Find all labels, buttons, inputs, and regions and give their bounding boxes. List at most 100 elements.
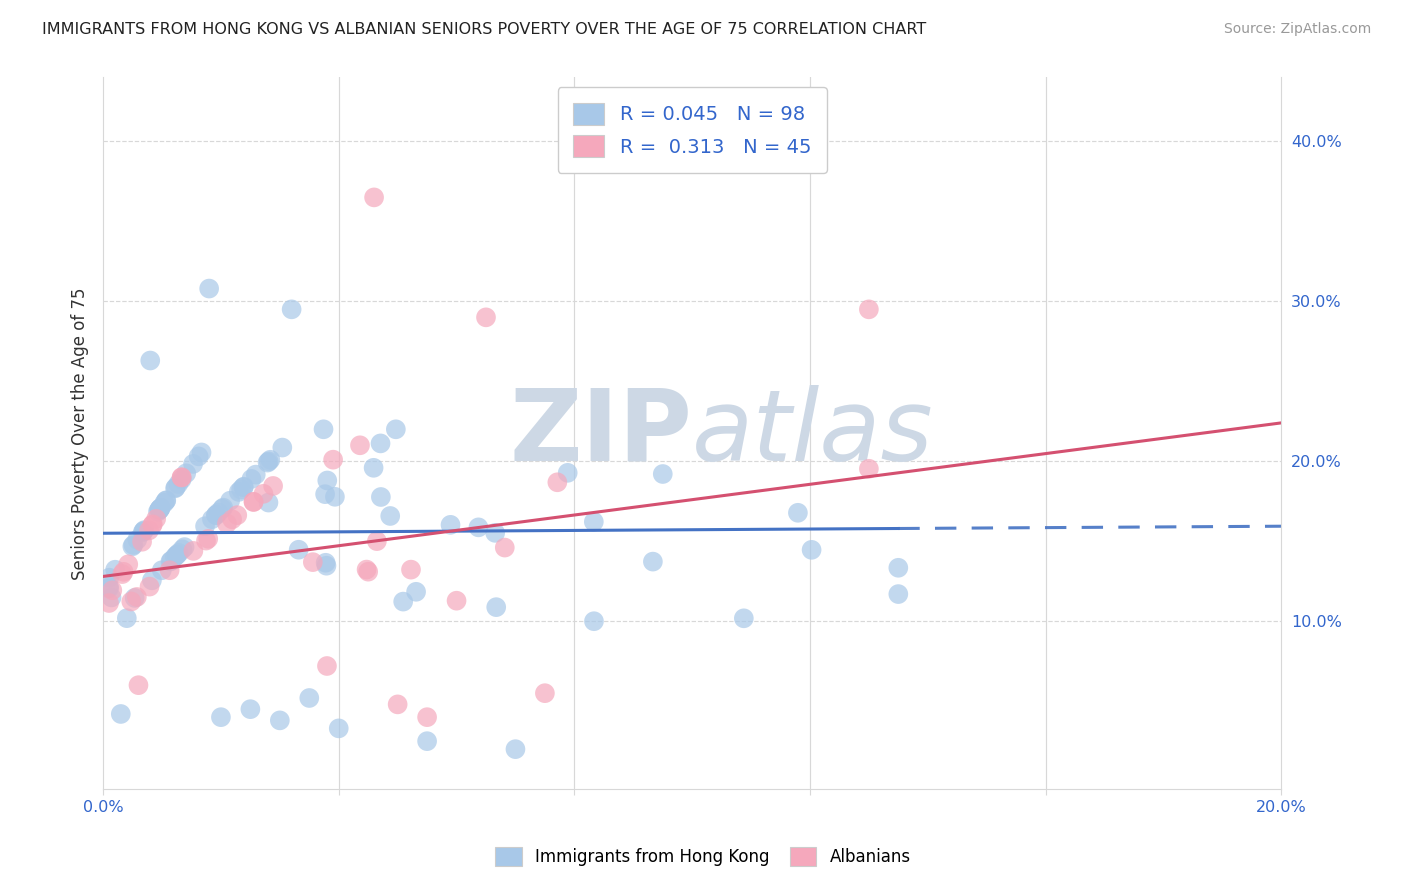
Point	[174, 467, 197, 481]
Point	[209, 710, 232, 724]
Point	[312, 422, 335, 436]
Point	[124, 591, 146, 605]
Point	[315, 558, 337, 573]
Point	[149, 501, 172, 516]
Point	[349, 438, 371, 452]
Point	[887, 587, 910, 601]
Point	[221, 512, 243, 526]
Point	[139, 353, 162, 368]
Point	[385, 422, 408, 436]
Point	[582, 515, 605, 529]
Point	[219, 493, 242, 508]
Point	[127, 533, 149, 547]
Point	[363, 190, 385, 204]
Point	[112, 565, 135, 579]
Point	[232, 480, 254, 494]
Point	[150, 563, 173, 577]
Point	[153, 496, 176, 510]
Point	[494, 541, 516, 555]
Point	[446, 593, 468, 607]
Point	[132, 524, 155, 538]
Point	[160, 553, 183, 567]
Point	[314, 487, 336, 501]
Point	[195, 533, 218, 548]
Point	[111, 567, 134, 582]
Point	[534, 686, 557, 700]
Point	[582, 614, 605, 628]
Point	[101, 583, 124, 598]
Point	[197, 532, 219, 546]
Point	[231, 483, 253, 497]
Point	[127, 678, 149, 692]
Point	[301, 555, 323, 569]
Point	[800, 542, 823, 557]
Point	[787, 506, 810, 520]
Point	[181, 457, 204, 471]
Point	[148, 502, 170, 516]
Point	[146, 504, 169, 518]
Point	[149, 500, 172, 515]
Point	[166, 548, 188, 562]
Point	[239, 702, 262, 716]
Legend: Immigrants from Hong Kong, Albanians: Immigrants from Hong Kong, Albanians	[488, 840, 918, 873]
Point	[405, 584, 427, 599]
Point	[363, 460, 385, 475]
Point	[280, 302, 302, 317]
Legend: R = 0.045   N = 98, R =  0.313   N = 45: R = 0.045 N = 98, R = 0.313 N = 45	[558, 87, 827, 173]
Point	[141, 518, 163, 533]
Point	[142, 517, 165, 532]
Point	[110, 706, 132, 721]
Point	[242, 495, 264, 509]
Point	[269, 714, 291, 728]
Point	[245, 467, 267, 482]
Point	[194, 519, 217, 533]
Point	[271, 441, 294, 455]
Point	[557, 466, 579, 480]
Point	[187, 450, 209, 464]
Point	[858, 302, 880, 317]
Point	[416, 710, 439, 724]
Point	[256, 456, 278, 470]
Point	[121, 540, 143, 554]
Point	[172, 542, 194, 557]
Point	[201, 512, 224, 526]
Point	[259, 452, 281, 467]
Point	[98, 571, 121, 585]
Point	[148, 502, 170, 516]
Point	[257, 495, 280, 509]
Point	[159, 563, 181, 577]
Text: ZIP: ZIP	[509, 384, 692, 482]
Point	[484, 525, 506, 540]
Point	[183, 544, 205, 558]
Y-axis label: Seniors Poverty Over the Age of 75: Seniors Poverty Over the Age of 75	[72, 287, 89, 580]
Point	[356, 563, 378, 577]
Text: Source: ZipAtlas.com: Source: ZipAtlas.com	[1223, 22, 1371, 37]
Point	[159, 554, 181, 568]
Point	[98, 596, 121, 610]
Point	[117, 558, 139, 572]
Point	[190, 445, 212, 459]
Point	[416, 734, 439, 748]
Point	[167, 476, 190, 491]
Point	[170, 470, 193, 484]
Point	[328, 722, 350, 736]
Point	[134, 523, 156, 537]
Point	[132, 525, 155, 540]
Point	[475, 310, 498, 325]
Point	[122, 538, 145, 552]
Point	[145, 512, 167, 526]
Point	[170, 470, 193, 484]
Point	[733, 611, 755, 625]
Point	[651, 467, 673, 481]
Point	[170, 472, 193, 486]
Point	[858, 462, 880, 476]
Point	[370, 490, 392, 504]
Point	[252, 487, 274, 501]
Point	[240, 472, 263, 486]
Point	[163, 549, 186, 564]
Point	[262, 479, 284, 493]
Point	[215, 516, 238, 531]
Point	[131, 534, 153, 549]
Point	[100, 591, 122, 605]
Point	[205, 508, 228, 522]
